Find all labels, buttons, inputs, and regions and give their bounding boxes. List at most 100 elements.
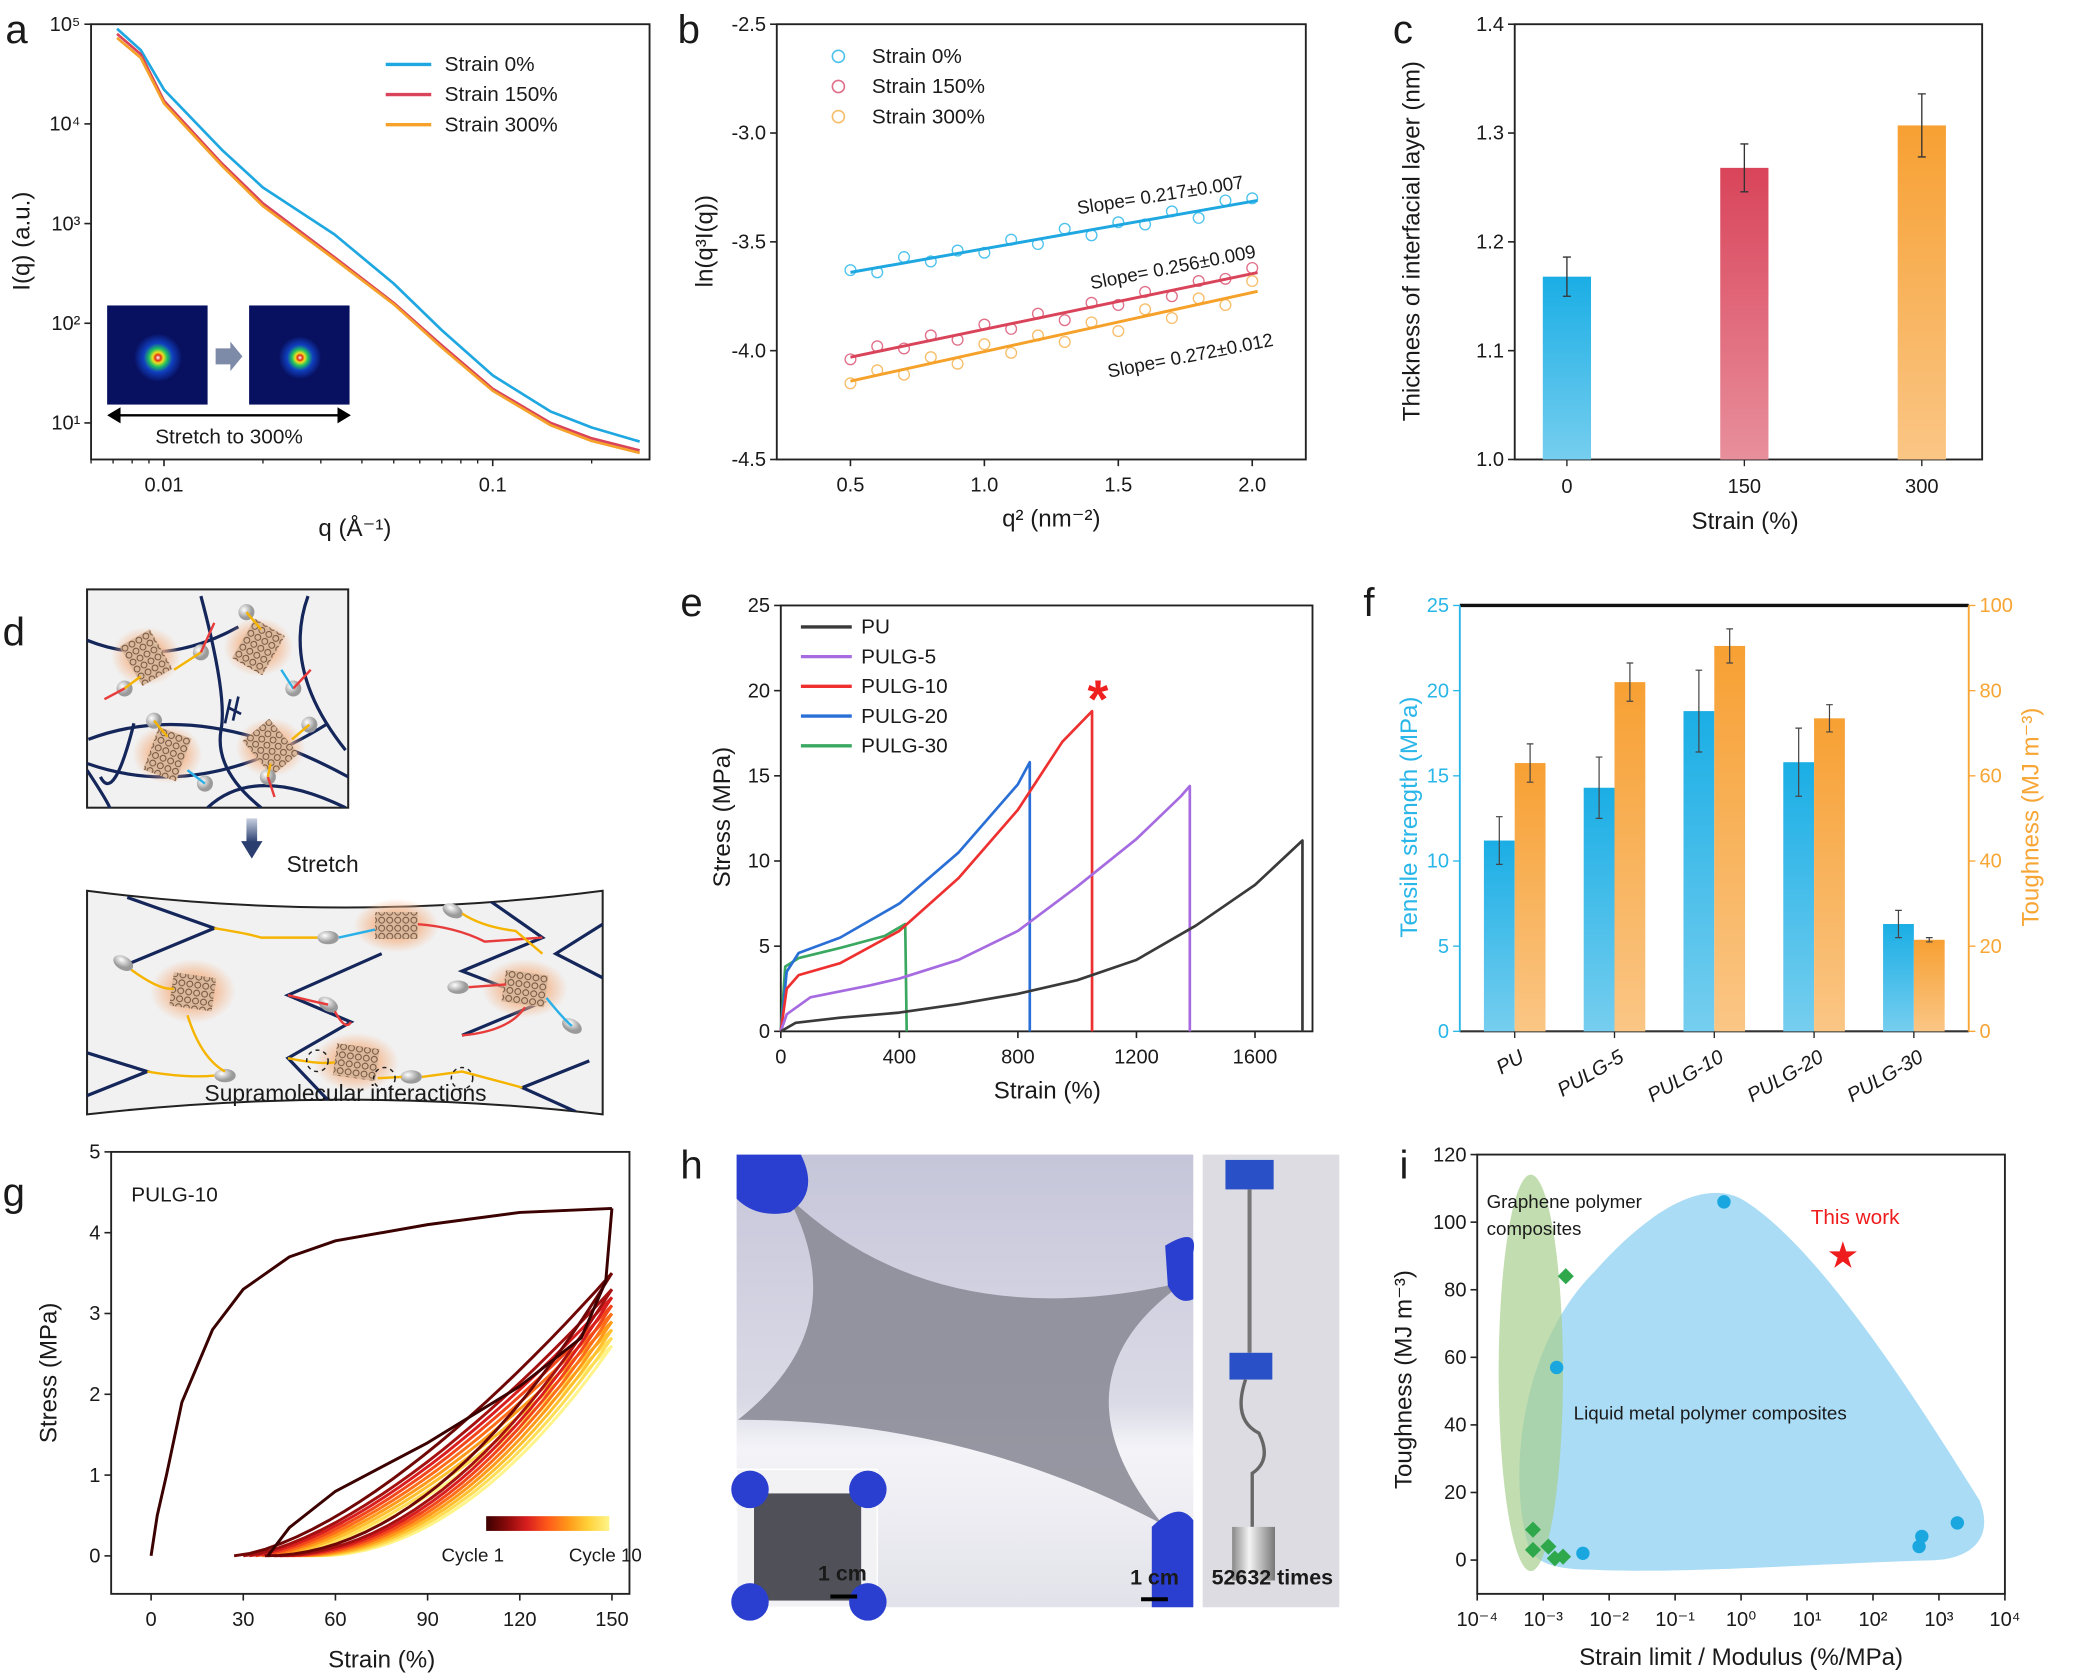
y-tick-label: 60 (1444, 1347, 1466, 1369)
error-bar (1595, 756, 1603, 820)
y-tick-label-right: 40 (1979, 851, 2001, 873)
link (338, 928, 376, 939)
x-tick-label: 10⁻⁴ (1456, 1609, 1498, 1631)
liquid-metal-point (1576, 1546, 1590, 1561)
graphene-flake (119, 629, 173, 687)
legend-marker (831, 109, 846, 124)
glove-top-right (1165, 1237, 1195, 1301)
series-line-strain-0- (116, 27, 641, 443)
y-axis-label-left: Tensile strength (MPa) (1396, 697, 1423, 938)
error-bar (1726, 628, 1734, 664)
cycle-3-loading (243, 1288, 614, 1558)
y-tick-label: 15 (748, 766, 770, 788)
inset-label: Stretch to 300% (155, 425, 303, 448)
x-tick-label: 300 (1905, 476, 1939, 498)
link (245, 611, 263, 631)
graphene-flake (242, 718, 299, 777)
liquid-metal-droplet (442, 903, 463, 919)
y-tick-label: 1.0 (1476, 449, 1504, 471)
y-axis-label: Stress (MPa) (709, 747, 736, 888)
panel-e-chart: 0 400 800 1200 1600 0 5 10 15 20 25 PU PULG-5 PULG-10… (709, 595, 1314, 1104)
x-tick-label: 30 (232, 1609, 254, 1631)
polymer-chains-relaxed (87, 595, 349, 808)
y-tick-label: 10¹ (51, 413, 80, 435)
panel-letter-i: i (1400, 1143, 1409, 1188)
data-point (1246, 192, 1259, 205)
bar (1720, 167, 1769, 460)
link (214, 927, 318, 939)
bar-toughness (1714, 645, 1746, 1032)
liquid-metal-point (1717, 1195, 1731, 1209)
x-tick-label: 1200 (1114, 1047, 1159, 1069)
glove-inset (731, 1470, 769, 1509)
y-tick-label: 10⁴ (49, 114, 80, 136)
x-tick-label: 10² (1858, 1609, 1887, 1631)
y-tick-label-left: 20 (1427, 680, 1449, 702)
data-point (1192, 274, 1205, 288)
polymer-chain (87, 722, 349, 779)
glove-inset (731, 1583, 769, 1621)
glove-inset (849, 1583, 887, 1621)
graphene-point (1555, 1548, 1572, 1565)
legend-label: PULG-10 (861, 675, 948, 698)
panel-h-photos: 1 cm 1 cm 52632 times (731, 1154, 1340, 1621)
plot-frame (775, 23, 1307, 461)
slope-label: Slope= 0.256±0.009 (1088, 241, 1257, 294)
y-tick-label-left: 0 (1438, 1021, 1449, 1043)
liquid-metal-region-label: Liquid metal polymer composites (1574, 1403, 1847, 1424)
legend-label: PULG-20 (861, 705, 948, 728)
legend-marker (831, 79, 846, 94)
data-point (1139, 303, 1152, 316)
stretched-film (737, 1196, 1186, 1525)
legend-label: Strain 150% (445, 83, 558, 106)
stretch-label: Stretch (287, 851, 359, 877)
bar (1542, 276, 1592, 460)
y-tick-label: 3 (89, 1303, 100, 1325)
x-tick-label: 10³ (1924, 1609, 1953, 1631)
graphene-flakes-relaxed (111, 617, 306, 784)
graphene-point (1524, 1521, 1542, 1538)
link (123, 675, 142, 690)
x-tick-label: PU (1493, 1046, 1529, 1079)
data-point (844, 264, 857, 277)
x-tick-label: 0.1 (479, 475, 507, 497)
binder-clip-bottom (1229, 1352, 1273, 1380)
broken-bond-marker (450, 1066, 474, 1090)
link (291, 723, 311, 741)
x-tick-label: PULG-5 (1554, 1046, 1629, 1102)
binder-clip-top (1225, 1159, 1274, 1190)
error-bar (1826, 704, 1833, 733)
data-point (1246, 274, 1259, 288)
cycle-5-loading (255, 1304, 613, 1558)
y-tick-label: 1.3 (1476, 123, 1504, 145)
polymer-chain (99, 722, 347, 808)
y-tick-label-left: 15 (1427, 766, 1449, 788)
y-tick-label: 10³ (51, 213, 80, 235)
error-bar (1917, 93, 1926, 158)
legend-label: Strain 300% (872, 105, 985, 128)
liquid-metal-droplet (400, 1070, 422, 1084)
graphene-point (1540, 1538, 1557, 1555)
x-tick-label: 1.0 (970, 475, 998, 497)
panel-letter-d: d (3, 610, 25, 655)
link (461, 983, 527, 1037)
error-bar (1695, 669, 1703, 753)
y-tick-label: -4.5 (731, 449, 766, 471)
x-tick-label: 150 (595, 1609, 629, 1631)
stretched-network-box (86, 889, 604, 1116)
error-bar (1895, 909, 1902, 939)
link (186, 769, 206, 785)
x-axis-label: Strain (%) (328, 1647, 435, 1674)
data-point (924, 351, 937, 364)
cycle-4-loading (249, 1296, 613, 1558)
data-point (1165, 311, 1178, 325)
y-tick-label: 1.2 (1476, 232, 1504, 254)
cycle-colorbar (486, 1516, 610, 1531)
link (266, 763, 272, 778)
panel-letter-b: b (678, 7, 700, 52)
y-tick-label-right: 100 (1979, 595, 2013, 617)
cycle-2-loading (233, 1272, 614, 1558)
liquid-metal-point (1915, 1529, 1929, 1544)
diagram-caption: Supramolecular interactions (205, 1080, 487, 1106)
